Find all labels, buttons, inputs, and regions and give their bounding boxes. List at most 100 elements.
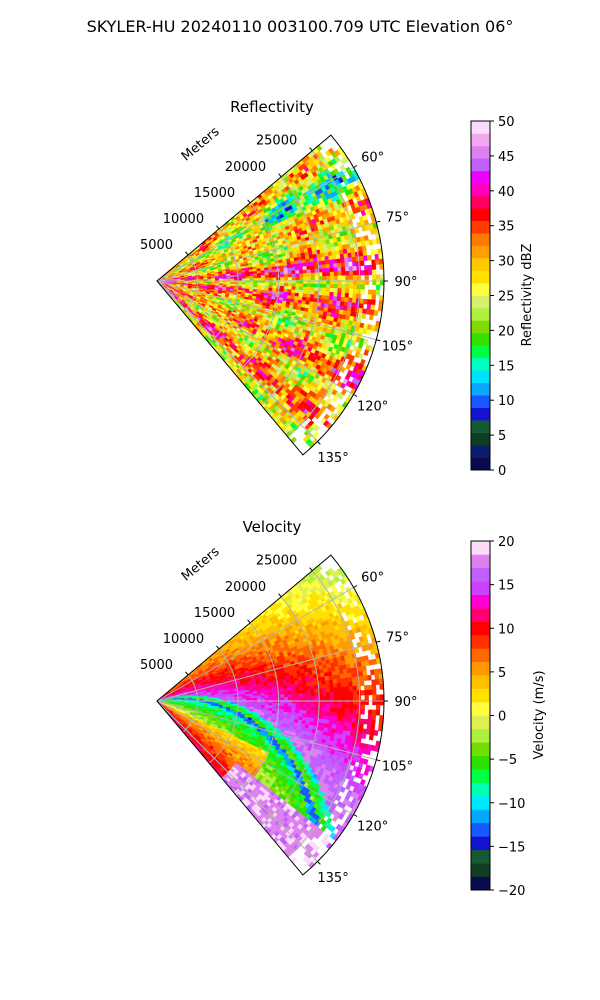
field-cell: [329, 263, 334, 269]
field-cell: [362, 250, 368, 257]
field-cell: [322, 283, 327, 289]
field-cell: [344, 266, 350, 272]
field-cell: [253, 277, 258, 281]
field-cell: [313, 257, 318, 263]
field-cell: [310, 276, 316, 281]
field-cell: [352, 293, 357, 299]
field-cell: [333, 263, 338, 269]
colorbar-segment: [471, 432, 490, 446]
field-cell: [310, 272, 316, 277]
colorbar-segment: [471, 233, 490, 246]
field-cell: [283, 283, 289, 287]
field-cell: [257, 275, 262, 279]
colorbar-segment: [471, 320, 490, 334]
field-cell: [303, 283, 308, 288]
field-cell: [356, 289, 362, 295]
field-cell: [371, 289, 377, 296]
field-cell: [302, 293, 307, 298]
field-cell: [348, 293, 354, 299]
field-cell: [313, 294, 319, 300]
field-cell: [333, 267, 338, 273]
field-cell: [356, 265, 361, 271]
field-cell: [322, 272, 327, 277]
field-cell: [305, 258, 311, 264]
colorbar-segment: [471, 208, 490, 222]
field-cell: [291, 289, 296, 294]
field-cell: [375, 289, 381, 296]
field-cell: [283, 268, 288, 272]
velocity-title: Velocity: [243, 518, 302, 536]
field-cell: [295, 273, 300, 278]
field-cell: [272, 271, 277, 276]
azimuth-tick-label: 105°: [382, 339, 413, 354]
field-cell: [373, 309, 379, 317]
field-cell: [375, 259, 380, 265]
field-cell: [287, 289, 292, 293]
field-cell: [324, 299, 330, 305]
field-cell: [363, 298, 369, 305]
field-cell: [299, 286, 304, 291]
field-cell: [268, 285, 273, 289]
field-cell: [337, 284, 342, 289]
colorbar-segment: [471, 133, 490, 147]
field-cell: [280, 283, 285, 287]
field-cell: [264, 275, 270, 279]
field-cell: [324, 255, 330, 261]
field-cell: [272, 285, 277, 289]
field-cell: [303, 273, 308, 278]
field-cell: [305, 262, 311, 267]
range-tick: [247, 199, 251, 204]
field-cell: [290, 264, 296, 269]
colorbar-segment: [471, 183, 490, 197]
field-cell: [340, 296, 346, 303]
field-cell: [253, 273, 258, 277]
range-tick: [278, 173, 282, 178]
field-cell: [253, 275, 258, 279]
field-cell: [345, 270, 350, 276]
field-cell: [359, 255, 365, 262]
field-cell: [371, 259, 376, 266]
field-cell: [245, 278, 250, 281]
field-cell: [325, 267, 331, 273]
range-tick: [185, 251, 189, 256]
field-cell: [241, 278, 247, 281]
field-cell: [368, 269, 373, 276]
field-cell: [367, 299, 372, 305]
field-cell: [352, 284, 358, 290]
field-cell: [230, 278, 235, 281]
field-cell: [322, 287, 327, 293]
field-cell: [345, 284, 350, 290]
field-cell: [329, 267, 335, 273]
colorbar-tick-label: 25: [498, 290, 515, 305]
field-cell: [329, 291, 334, 297]
field-cell: [264, 277, 270, 281]
field-cell: [325, 263, 331, 269]
colorbar-segment: [471, 270, 490, 284]
field-cell: [321, 260, 326, 266]
colorbar-segment: [471, 258, 490, 271]
field-cell: [238, 278, 243, 281]
field-cell: [310, 269, 315, 274]
field-cell: [306, 286, 312, 292]
field-cell: [291, 270, 296, 275]
field-cell: [291, 286, 296, 291]
field-cell: [366, 254, 372, 261]
field-cell: [306, 283, 312, 288]
field-cell: [329, 287, 335, 293]
field-cell: [306, 269, 312, 274]
field-cell: [339, 301, 345, 307]
field-cell: [284, 277, 289, 281]
field-cell: [306, 293, 311, 299]
colorbar-segment: [471, 332, 490, 346]
field-cell: [294, 266, 300, 271]
reflectivity-colorbar-label: Reflectivity dBZ: [520, 244, 535, 347]
field-cell: [370, 299, 376, 306]
field-cell: [279, 268, 285, 273]
field-cell: [260, 272, 266, 276]
field-cell: [333, 292, 338, 297]
field-cell: [291, 267, 296, 272]
field-cell: [325, 287, 331, 293]
colorbar-tick-label: 5: [498, 429, 506, 444]
field-cell: [340, 258, 345, 264]
field-cell: [361, 245, 367, 252]
